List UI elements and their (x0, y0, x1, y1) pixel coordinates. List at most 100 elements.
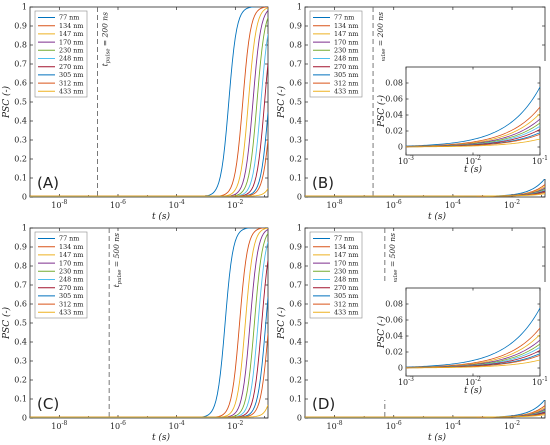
y-tick-label: 0 (297, 414, 302, 423)
x-tick-label: 10-1 (532, 376, 548, 387)
y-tick-label: 0.3 (14, 357, 27, 366)
inset: 0 0.02 0.04 0.06 0.08 10-3 10-2 10-1 t (s) PSC (-… (374, 282, 548, 400)
y-tick-label: 0.08 (385, 300, 403, 309)
panel-label: (C) (37, 395, 59, 413)
series-line (305, 178, 545, 197)
x-tick-label: 10-3 (398, 376, 414, 387)
x-tick-label: 10-6 (386, 199, 402, 210)
x-tick-label: 10-4 (169, 199, 185, 210)
pulse-label: tpulse = 500 ns (112, 233, 123, 288)
y-tick-label: 0 (22, 414, 27, 423)
x-tick-label: 10-8 (51, 420, 67, 431)
inset-y-axis-title: PSC (-) (376, 95, 387, 129)
series-layer (305, 399, 545, 418)
y-tick-label: 0.2 (289, 376, 302, 385)
legend-label: 305 nm (59, 71, 83, 79)
panel-a: 0 0.1 0.2 0.3 0.4 0.5 0.6 0.7 0.8 0.9 1 10-8 10-6 10-… (1, 3, 269, 222)
x-tick-label: 10-6 (386, 420, 402, 431)
x-axis-title: t (s) (152, 432, 171, 443)
panel-b: 0 0.1 0.2 0.3 0.4 0.5 0.6 0.7 0.8 0.9 1 10-8 10-6 10-… (276, 3, 548, 223)
y-tick-label: 0.5 (289, 319, 302, 328)
y-tick-label: 0.5 (14, 319, 27, 328)
x-tick-label: 10-4 (445, 199, 461, 210)
series-layer (305, 178, 545, 197)
x-tick-label: 10-2 (504, 420, 520, 431)
y-tick-label: 0.3 (289, 357, 302, 366)
legend-label: 134 nm (59, 22, 83, 30)
y-tick-label: 0.9 (14, 22, 27, 31)
y-tick-label: 0.02 (385, 127, 403, 136)
panel-c: 0 0.1 0.2 0.3 0.4 0.5 0.6 0.7 0.8 0.9 1 10-8 10-6 10-… (1, 224, 269, 443)
legend-label: 230 nm (59, 268, 83, 276)
y-tick-label: 0.8 (14, 41, 27, 50)
panel-label: (D) (312, 395, 335, 413)
y-tick-label: 1 (297, 3, 302, 12)
y-tick-label: 0.1 (14, 395, 27, 404)
inset-series-line (405, 86, 541, 147)
inset-background (374, 61, 548, 179)
x-tick-label: 10-1 (532, 155, 548, 166)
legend-label: 270 nm (334, 63, 358, 71)
legend-label: 312 nm (334, 79, 358, 87)
x-tick-label: 10-2 (227, 199, 243, 210)
y-tick-label: 1 (22, 3, 27, 12)
series-line (305, 414, 545, 418)
inset-background (374, 282, 548, 400)
legend-label: 270 nm (59, 284, 83, 292)
x-tick-label: 10-2 (227, 420, 243, 431)
series-line (30, 404, 268, 418)
panel-label: (A) (37, 174, 59, 192)
x-axis-title: t (s) (428, 432, 447, 443)
legend-label: 77 nm (334, 235, 354, 243)
x-tick-label: 10-2 (465, 155, 481, 166)
y-tick-label: 0.4 (289, 338, 302, 347)
inset-y-axis-title: PSC (-) (376, 316, 387, 350)
y-tick-label: 0.2 (289, 155, 302, 164)
legend-label: 170 nm (59, 38, 83, 46)
y-tick-label: 0.1 (289, 174, 302, 183)
inset-x-axis-title: t (s) (464, 385, 483, 396)
series-layer (30, 7, 268, 197)
inset-series-line (406, 138, 541, 148)
legend-label: 270 nm (334, 284, 358, 292)
legend-label: 248 nm (334, 55, 358, 63)
y-tick-label: 0.5 (289, 98, 302, 107)
y-tick-label: 0.9 (289, 22, 302, 31)
legend-label: 77 nm (334, 14, 354, 22)
y-tick-label: 0.1 (14, 174, 27, 183)
series-line (305, 410, 545, 418)
legend-label: 134 nm (334, 22, 358, 30)
y-tick-label: 0.7 (14, 60, 27, 69)
x-axis-title: t (s) (428, 211, 447, 222)
series-line (30, 333, 268, 418)
y-tick-label: 0.4 (289, 117, 302, 126)
y-axis-title: PSC (-) (1, 86, 12, 120)
x-tick-label: 10-6 (110, 420, 126, 431)
y-tick-label: 0 (297, 193, 302, 202)
x-tick-label: 10-2 (504, 199, 520, 210)
y-tick-label: 0.7 (289, 281, 302, 290)
inset-x-axis-title: t (s) (464, 164, 483, 175)
y-tick-label: 1 (297, 224, 302, 233)
y-tick-label: 0.6 (289, 79, 302, 88)
x-tick-label: 10-4 (445, 420, 461, 431)
inset-series-line (406, 359, 541, 369)
legend-label: 248 nm (59, 276, 83, 284)
y-tick-label: 0 (398, 364, 403, 373)
legend-label: 305 nm (59, 292, 83, 300)
legend-label: 312 nm (334, 300, 358, 308)
pulse-label: tpulse = 500 ns (388, 233, 399, 288)
y-tick-label: 0.1 (289, 395, 302, 404)
y-tick-label: 0.06 (385, 95, 403, 104)
legend-label: 305 nm (334, 71, 358, 79)
y-tick-label: 0.6 (14, 79, 27, 88)
y-tick-label: 0.04 (385, 332, 403, 341)
legend-label: 270 nm (59, 63, 83, 71)
legend-label: 230 nm (59, 47, 83, 55)
y-tick-label: 0.02 (385, 348, 403, 357)
legend-label: 147 nm (59, 251, 83, 259)
